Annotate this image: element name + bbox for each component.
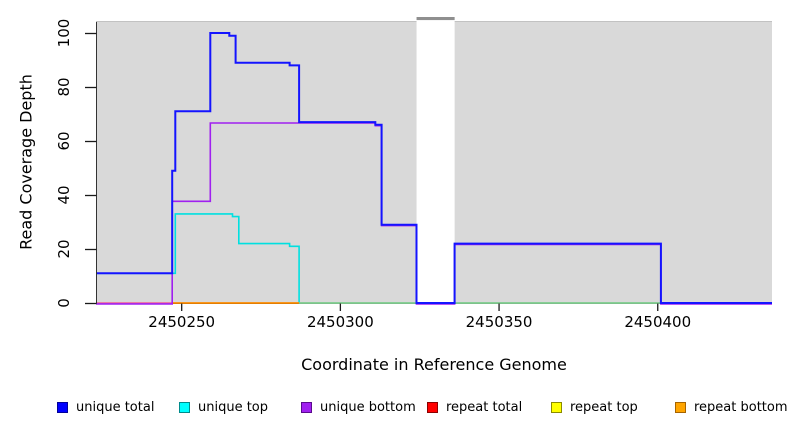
legend-label: unique bottom (320, 400, 416, 415)
y-tick-label: 40 (55, 185, 73, 205)
legend-swatch-icon (675, 402, 686, 413)
y-tick-label: 80 (55, 77, 73, 97)
legend-swatch-icon (551, 402, 562, 413)
legend-item-unique-bottom: unique bottom (301, 400, 416, 415)
highlight-band (416, 20, 455, 303)
x-tick-label: 2450250 (148, 313, 216, 331)
legend-label: unique total (76, 400, 155, 415)
legend-label: repeat bottom (694, 400, 788, 415)
x-tick-label: 2450350 (465, 313, 533, 331)
legend-swatch-icon (427, 402, 438, 413)
y-tick-label: 100 (55, 18, 73, 48)
x-axis-title: Coordinate in Reference Genome (301, 355, 567, 374)
y-tick-label: 60 (55, 131, 73, 151)
legend-label: repeat total (446, 400, 523, 415)
x-tick-label: 2450300 (306, 313, 374, 331)
step-line-unique-total (96, 32, 772, 304)
legend-label: unique top (198, 400, 269, 415)
legend-item-repeat-total: repeat total (427, 400, 522, 415)
legend-item-repeat-bottom: repeat bottom (675, 400, 788, 415)
legend-swatch-icon (179, 402, 190, 413)
y-tick-label: 0 (55, 298, 73, 308)
y-axis-title: Read Coverage Depth (16, 74, 36, 250)
x-tick-label: 2450400 (624, 313, 692, 331)
legend-label: repeat top (570, 400, 638, 415)
step-line-unique-top (96, 213, 772, 304)
legend-item-repeat-top: repeat top (551, 400, 638, 415)
y-tick-label: 20 (55, 239, 73, 259)
highlight-band-cap (416, 17, 455, 21)
legend-item-unique-top: unique top (179, 400, 268, 415)
legend-swatch-icon (301, 402, 312, 413)
legend-swatch-icon (57, 402, 68, 413)
legend-item-unique-total: unique total (57, 400, 154, 415)
